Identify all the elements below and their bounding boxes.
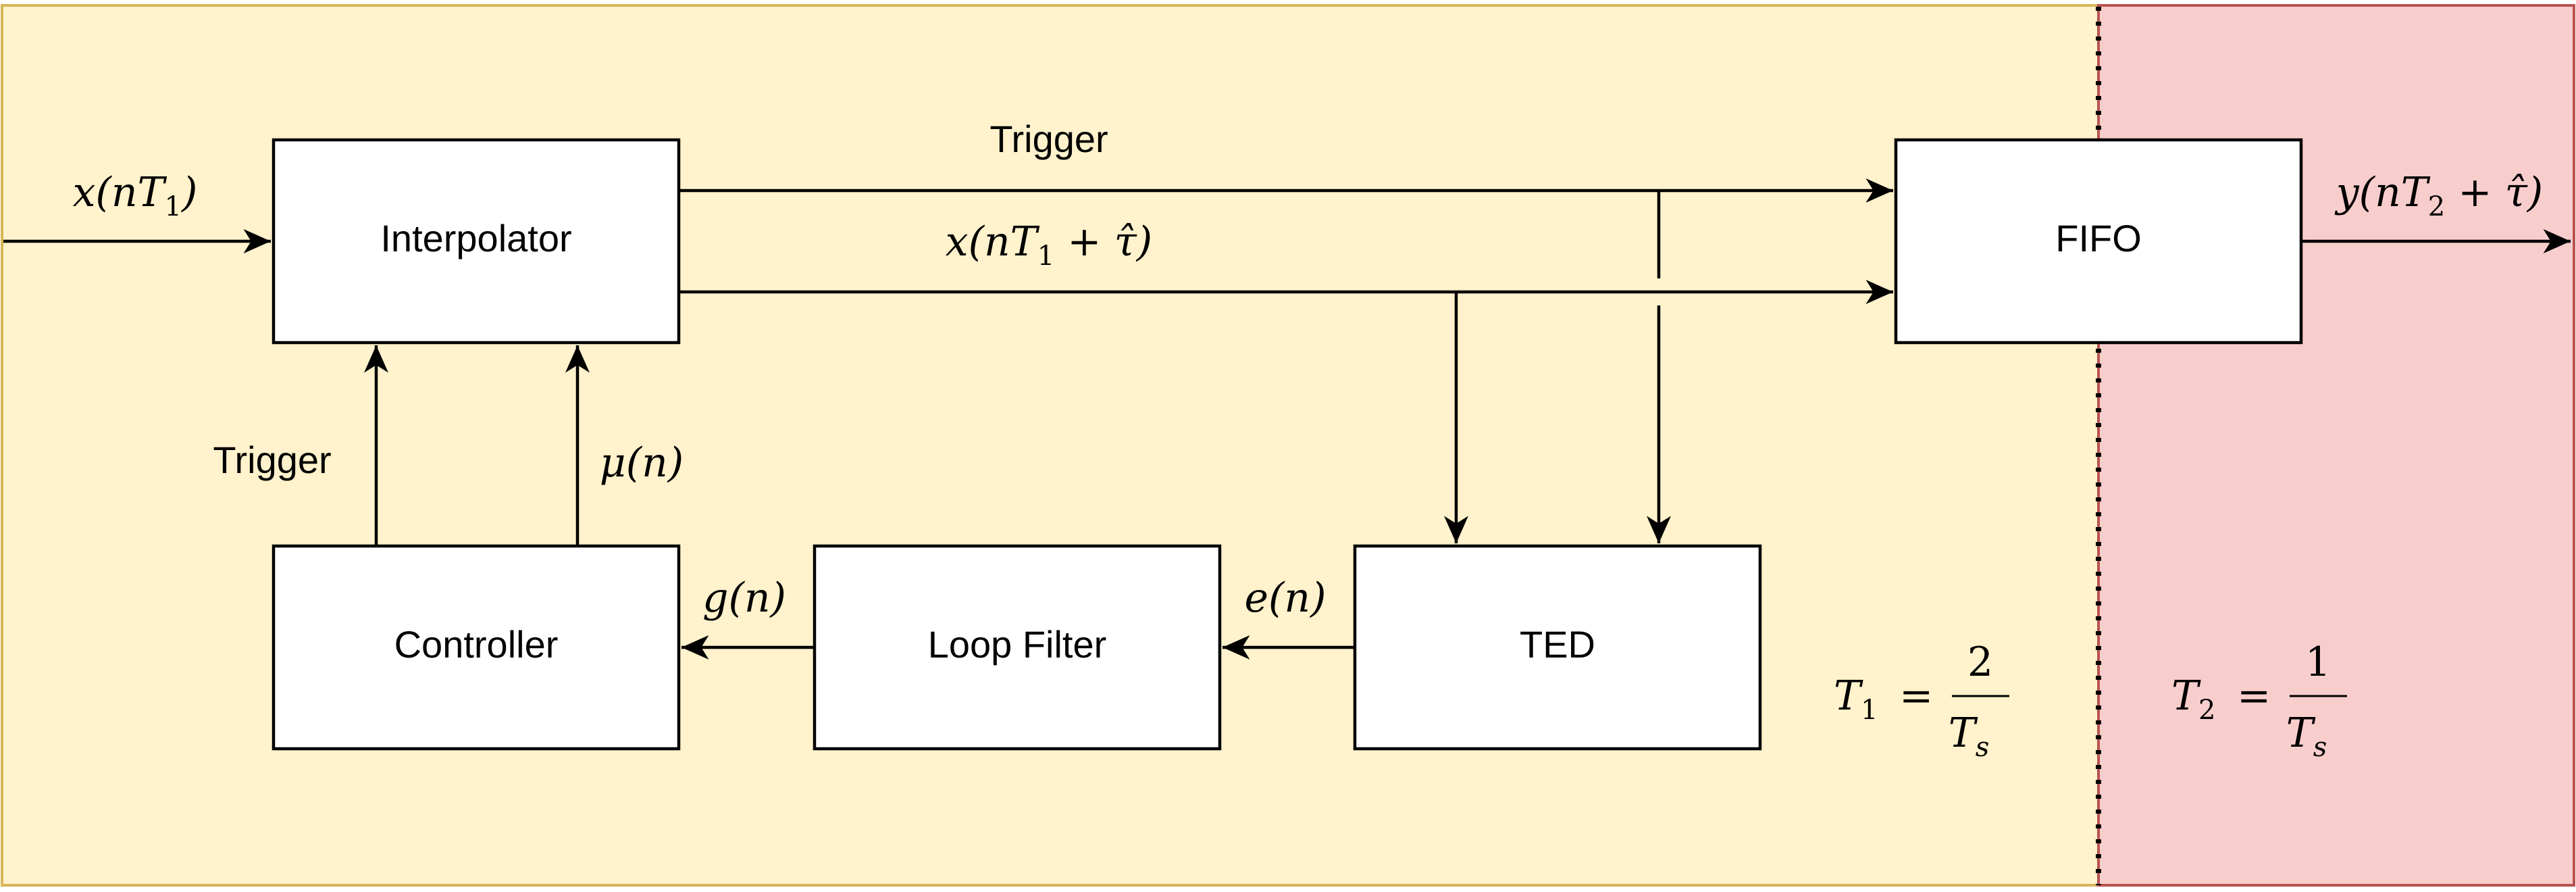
- t2-equation: T2 = 1 Ts: [2171, 639, 2347, 763]
- svg-text:T1: T1: [1834, 672, 1878, 726]
- clock-domain-2-region: [2097, 4, 2575, 887]
- controller-label: Controller: [394, 623, 559, 666]
- svg-text:2: 2: [1967, 639, 1993, 686]
- ted-label: TED: [1520, 623, 1595, 666]
- trigger-left-label: Trigger: [213, 439, 331, 481]
- loop-filter-block: Loop Filter: [813, 544, 1222, 751]
- svg-text:=: =: [1899, 672, 1933, 720]
- g-label: g(n): [702, 574, 786, 622]
- interpolator-label: Interpolator: [380, 217, 571, 259]
- trigger-top-label: Trigger: [989, 118, 1108, 160]
- input-signal-label: x(nT1): [73, 169, 198, 222]
- svg-text:T2: T2: [2171, 672, 2215, 726]
- svg-text:Ts: Ts: [2286, 710, 2327, 763]
- interpolator-block: Interpolator: [272, 138, 681, 345]
- interpolated-signal-label: x(nT1 + τ̂): [946, 218, 1152, 272]
- svg-text:=: =: [2237, 672, 2271, 720]
- svg-text:1: 1: [2305, 639, 2331, 686]
- controller-block: Controller: [272, 544, 681, 751]
- svg-text:Ts: Ts: [1949, 710, 1990, 763]
- t1-equation: T1 = 2 Ts: [1834, 639, 2009, 763]
- fifo-block: FIFO: [1894, 138, 2303, 345]
- output-signal-label: y(nT2 + τ̂): [2334, 169, 2543, 222]
- ted-block: TED: [1353, 544, 1762, 751]
- e-label: e(n): [1245, 574, 1326, 622]
- loop-filter-label: Loop Filter: [928, 623, 1107, 666]
- fifo-label: FIFO: [2055, 217, 2142, 259]
- mu-label: μ(n): [600, 439, 684, 487]
